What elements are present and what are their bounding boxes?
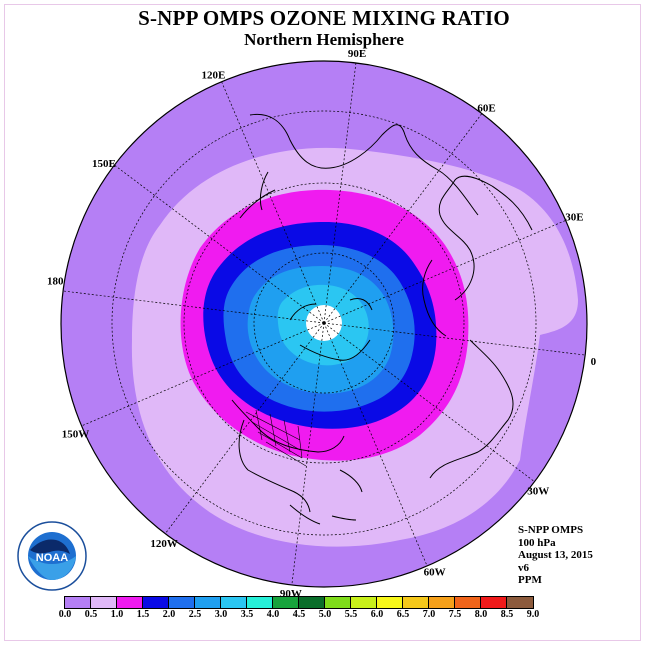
longitude-label: 150E — [92, 158, 116, 170]
info-instrument: S-NPP OMPS — [518, 524, 584, 536]
colorbar-tick-label: 1.5 — [136, 609, 150, 620]
colorbar-tick-label: 5.0 — [318, 609, 332, 620]
colorbar-segment — [299, 597, 325, 608]
info-version: v6 — [518, 561, 529, 574]
colorbar-tick-label: 7.5 — [448, 609, 462, 620]
colorbar-segment — [351, 597, 377, 608]
colorbar-tick-label: 8.0 — [474, 609, 488, 620]
noaa-logo-text: NOAA — [36, 552, 68, 564]
colorbar-segment — [65, 597, 91, 608]
colorbar — [64, 596, 534, 609]
colorbar-tick-label: 3.5 — [240, 609, 254, 620]
colorbar-tick-label: 5.5 — [344, 609, 358, 620]
longitude-label: 30W — [527, 486, 549, 498]
colorbar-ticks: 0.0 0.5 1.0 1.5 2.0 2.5 3.0 3.5 4.0 4.5 5.0 5.5 6.0 6… — [0, 609, 648, 623]
colorbar-tick-label: 8.5 — [500, 609, 514, 620]
colorbar-segment — [169, 597, 195, 608]
colorbar-segment — [143, 597, 169, 608]
colorbar-tick-label: 9.0 — [526, 609, 540, 620]
longitude-label: 0 — [591, 356, 597, 368]
colorbar-segment — [455, 597, 481, 608]
colorbar-segment — [91, 597, 117, 608]
colorbar-tick-label: 2.5 — [188, 609, 202, 620]
colorbar-segment — [377, 597, 403, 608]
colorbar-tick-label: 7.0 — [422, 609, 436, 620]
coastlines — [231, 113, 533, 525]
colorbar-tick-label: 6.0 — [370, 609, 384, 620]
us-states — [245, 409, 307, 467]
coast-north-america — [231, 399, 363, 513]
longitude-label: 180 — [47, 275, 64, 287]
noaa-logo: NOAA — [17, 521, 87, 591]
colorbar-segment — [117, 597, 143, 608]
info-level: 100 hPa — [518, 536, 556, 549]
coast-caribbean — [289, 504, 357, 525]
info-date: August 13, 2015 — [518, 549, 593, 561]
longitude-label: 30E — [565, 212, 583, 224]
figure-frame — [4, 4, 641, 641]
info-block: S-NPP OMPS 100 hPa August 13, 2015 v6 PP… — [518, 524, 593, 587]
longitude-label: 120E — [201, 70, 225, 82]
colorbar-segment — [221, 597, 247, 608]
map-boundary — [60, 60, 588, 588]
colorbar-segment — [403, 597, 429, 608]
info-units: PPM — [518, 574, 542, 586]
longitude-label: 60E — [477, 102, 495, 114]
longitude-label: 90E — [348, 48, 366, 60]
coast-europe-africa — [422, 175, 533, 479]
colorbar-tick-label: 1.0 — [110, 609, 124, 620]
page-subtitle: Northern Hemisphere — [244, 30, 404, 49]
colorbar-segment — [273, 597, 299, 608]
colorbar-segment — [481, 597, 507, 608]
colorbar-tick-label: 0.0 — [58, 609, 72, 620]
colorbar-tick-label: 4.0 — [266, 609, 280, 620]
coast-asia — [239, 113, 479, 219]
colorbar-segment — [325, 597, 351, 608]
colorbar-tick-label: 2.0 — [162, 609, 176, 620]
colorbar-tick-label: 6.5 — [396, 609, 410, 620]
colorbar-segment — [507, 597, 533, 608]
page-title: S-NPP OMPS OZONE MIXING RATIO — [138, 6, 510, 30]
colorbar-tick-label: 4.5 — [292, 609, 306, 620]
colorbar-tick-label: 0.5 — [84, 609, 98, 620]
colorbar-tick-label: 3.0 — [214, 609, 228, 620]
longitude-label: 60W — [424, 567, 446, 579]
colorbar-segment — [429, 597, 455, 608]
colorbar-segment — [195, 597, 221, 608]
colorbar-segment — [247, 597, 273, 608]
graticule — [62, 61, 586, 585]
longitude-label: 150W — [62, 429, 90, 441]
longitude-label: 120W — [150, 538, 178, 550]
